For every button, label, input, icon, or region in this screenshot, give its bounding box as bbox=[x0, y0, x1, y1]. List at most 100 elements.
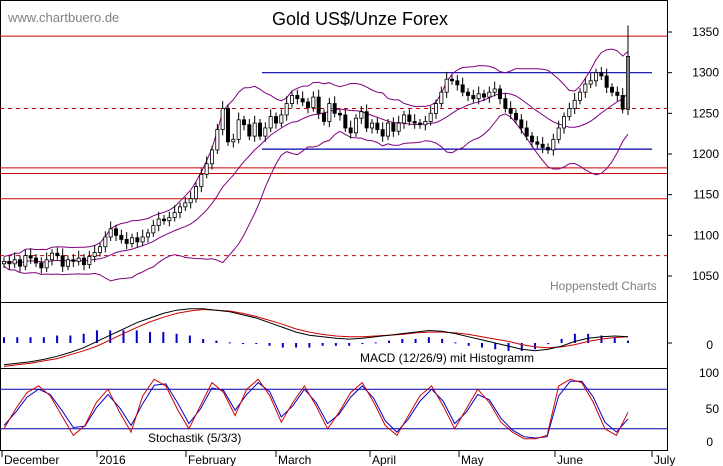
candle bbox=[433, 99, 438, 120]
candle bbox=[76, 250, 81, 266]
candle-body bbox=[610, 86, 615, 93]
candle bbox=[471, 89, 476, 103]
candle-body bbox=[151, 225, 156, 234]
stoch-d-line bbox=[3, 380, 629, 439]
candle bbox=[236, 112, 241, 144]
candle bbox=[284, 96, 289, 121]
price-candles bbox=[2, 25, 631, 274]
macd-histogram-bar bbox=[441, 338, 444, 343]
macd-histogram-bar bbox=[255, 343, 258, 345]
candle bbox=[23, 249, 28, 271]
macd-histogram-bar bbox=[42, 337, 45, 343]
candle-body bbox=[55, 252, 60, 257]
candle bbox=[343, 109, 348, 133]
candle bbox=[311, 91, 316, 112]
candle bbox=[514, 109, 519, 124]
candle bbox=[391, 117, 396, 137]
candle-body bbox=[236, 119, 241, 140]
candle bbox=[455, 75, 460, 91]
candle-body bbox=[209, 149, 214, 165]
candle bbox=[551, 133, 556, 156]
candle-body bbox=[60, 255, 65, 267]
candle-body bbox=[204, 163, 209, 175]
bollinger-middle bbox=[3, 92, 629, 264]
candle bbox=[114, 224, 119, 242]
candle-body bbox=[620, 95, 625, 110]
macd-histogram-bar bbox=[534, 343, 537, 350]
candle-body bbox=[471, 95, 476, 100]
month-axis: December 2016 February March April May June Jul… bbox=[1, 451, 675, 466]
stoch-tick-0: 0 bbox=[706, 435, 713, 449]
candle-body bbox=[87, 256, 92, 266]
candle bbox=[98, 242, 103, 257]
candle-body bbox=[295, 95, 300, 100]
candle-body bbox=[289, 95, 294, 104]
candle-body bbox=[44, 259, 49, 269]
candle bbox=[492, 81, 497, 97]
macd-histogram-bar bbox=[162, 332, 165, 343]
candle-body bbox=[535, 141, 540, 145]
candle-body bbox=[615, 91, 620, 96]
candle-body bbox=[578, 91, 583, 101]
candle-body bbox=[348, 127, 353, 134]
candle bbox=[2, 257, 7, 268]
candle bbox=[289, 91, 294, 108]
candle-body bbox=[380, 129, 385, 137]
candle bbox=[7, 255, 12, 270]
candle bbox=[279, 109, 284, 128]
candle bbox=[60, 248, 65, 272]
candle bbox=[439, 86, 444, 108]
candle-body bbox=[98, 246, 103, 253]
candle-body bbox=[108, 228, 113, 238]
macd-histogram-bar bbox=[321, 343, 324, 346]
candle-body bbox=[76, 257, 81, 262]
candle-body bbox=[177, 206, 182, 213]
macd-histogram-bar bbox=[348, 343, 351, 346]
macd-histogram-bar bbox=[560, 338, 563, 343]
macd-histogram-bar bbox=[388, 340, 391, 343]
candle-body bbox=[439, 91, 444, 104]
macd-histogram-bar bbox=[228, 342, 231, 344]
chart-title: Gold US$/Unze Forex bbox=[272, 9, 448, 29]
candle bbox=[193, 182, 198, 203]
candle bbox=[519, 114, 524, 134]
candle bbox=[204, 156, 209, 179]
candle-body bbox=[300, 98, 305, 103]
candle-body bbox=[311, 96, 316, 109]
candle bbox=[124, 232, 129, 250]
candle bbox=[268, 109, 273, 133]
candle bbox=[17, 255, 22, 272]
candle bbox=[562, 112, 567, 134]
candle bbox=[604, 68, 609, 93]
candle-body bbox=[103, 236, 108, 248]
candle-body bbox=[417, 122, 422, 126]
candle-body bbox=[604, 75, 609, 88]
candle-body bbox=[588, 80, 593, 85]
macd-histogram-bar bbox=[613, 337, 616, 343]
macd-histogram-bar bbox=[241, 343, 244, 345]
price-tick-label: 1050 bbox=[692, 269, 719, 283]
candle bbox=[50, 249, 55, 266]
candle-body bbox=[327, 103, 332, 122]
candle bbox=[535, 136, 540, 149]
macd-histogram-bar bbox=[494, 343, 497, 350]
candle bbox=[556, 120, 561, 144]
bollinger-bands bbox=[3, 48, 629, 282]
candle bbox=[610, 83, 615, 97]
candle bbox=[599, 66, 604, 80]
candle-body bbox=[599, 72, 604, 77]
candle-body bbox=[225, 108, 230, 143]
candle-body bbox=[156, 218, 161, 226]
month-label: June bbox=[557, 453, 583, 466]
macd-histogram-bar bbox=[507, 343, 510, 351]
candle bbox=[87, 250, 92, 269]
candle-body bbox=[305, 101, 310, 109]
candle-body bbox=[268, 116, 273, 129]
candle-body bbox=[183, 202, 188, 208]
macd-histogram-bar bbox=[361, 343, 364, 345]
candle-body bbox=[273, 116, 278, 124]
candle-body bbox=[140, 236, 145, 243]
candle-body bbox=[135, 237, 140, 243]
candle bbox=[615, 86, 620, 102]
